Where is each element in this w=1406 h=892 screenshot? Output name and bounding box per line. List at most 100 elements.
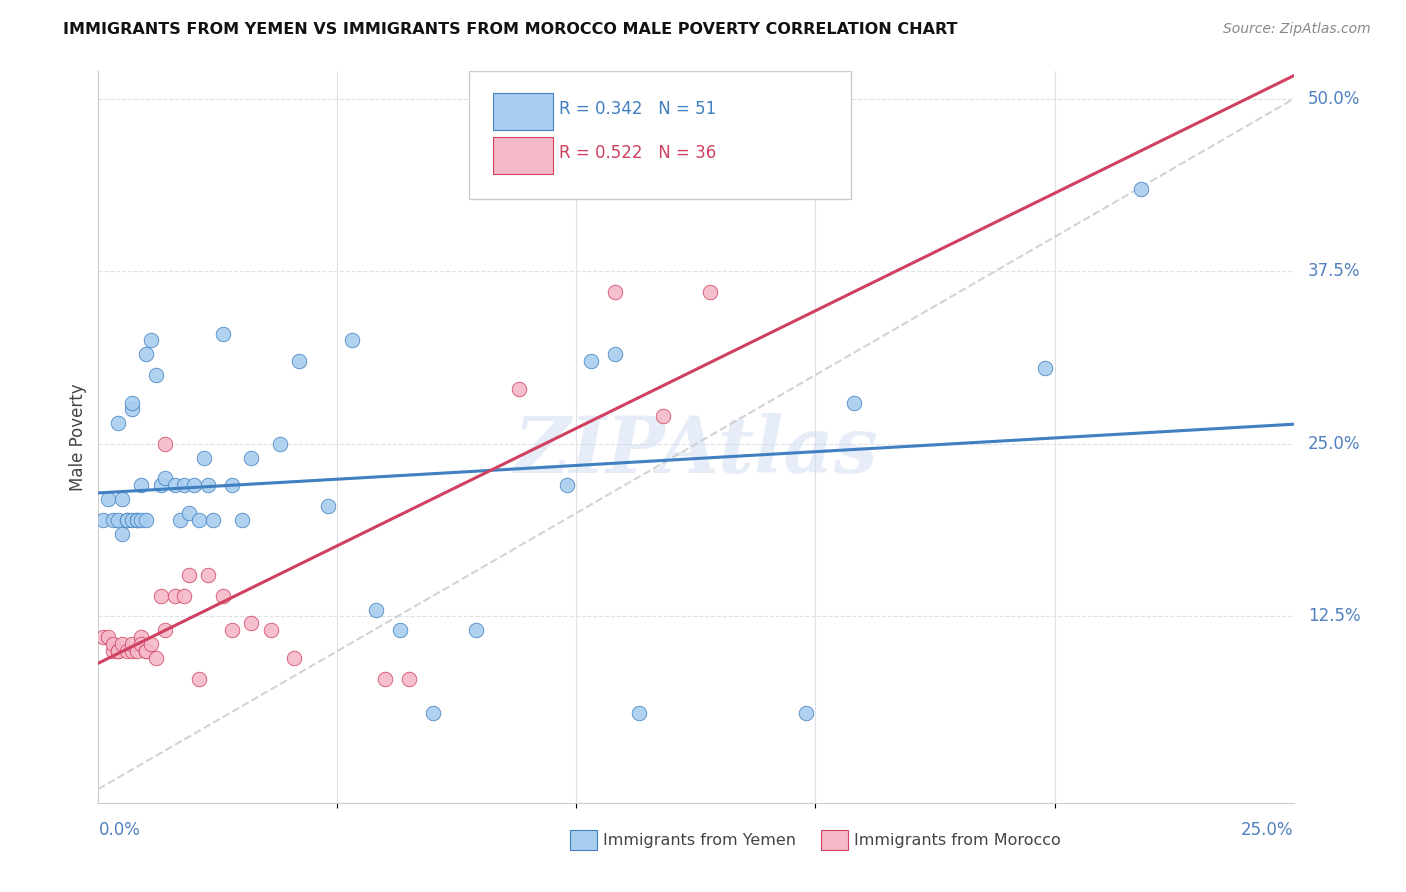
Point (183, 478, 205, 492)
Text: 37.5%: 37.5% (1308, 262, 1361, 280)
Y-axis label: Male Poverty: Male Poverty (69, 384, 87, 491)
Point (283, 651, 305, 665)
Point (508, 382, 530, 396)
Point (121, 637, 143, 651)
Text: R = 0.342   N = 51: R = 0.342 N = 51 (558, 101, 716, 119)
Text: 0.0%: 0.0% (98, 821, 141, 839)
Point (211, 589, 233, 603)
FancyBboxPatch shape (494, 137, 553, 174)
Point (374, 672, 396, 686)
Point (388, 624, 411, 638)
Point (121, 513, 143, 527)
Text: Immigrants from Morocco: Immigrants from Morocco (853, 833, 1060, 848)
Point (651, 409, 673, 424)
Point (115, 513, 138, 527)
Point (139, 637, 162, 651)
Point (107, 513, 129, 527)
Point (699, 285, 721, 300)
Point (288, 354, 311, 368)
Point (115, 644, 138, 658)
Point (97, 492, 120, 507)
Point (1033, 361, 1056, 376)
Point (91, 630, 114, 644)
Point (135, 644, 157, 658)
Text: ZIPAtlas: ZIPAtlas (513, 414, 879, 490)
Point (173, 589, 195, 603)
Point (121, 395, 143, 409)
Text: 12.5%: 12.5% (1308, 607, 1361, 625)
Point (91, 513, 114, 527)
Point (211, 326, 233, 341)
Point (240, 450, 263, 465)
Point (131, 513, 153, 527)
Point (155, 624, 177, 638)
Bar (821, 830, 848, 850)
Point (107, 417, 129, 431)
Point (101, 637, 124, 651)
Point (135, 513, 157, 527)
Text: Source: ZipAtlas.com: Source: ZipAtlas.com (1223, 22, 1371, 37)
Point (842, 395, 865, 409)
Point (101, 644, 124, 658)
Point (422, 706, 444, 720)
Point (125, 513, 148, 527)
FancyBboxPatch shape (494, 94, 553, 130)
Point (364, 602, 387, 616)
Point (603, 347, 626, 361)
Point (221, 478, 243, 492)
Text: Immigrants from Yemen: Immigrants from Yemen (603, 833, 796, 848)
Point (240, 616, 263, 631)
Point (169, 513, 191, 527)
Point (465, 624, 488, 638)
Point (97, 630, 120, 644)
Point (1129, 182, 1152, 196)
Point (131, 630, 153, 644)
Point (398, 672, 420, 686)
Point (135, 644, 157, 658)
Point (163, 589, 186, 603)
Point (145, 651, 167, 665)
Point (131, 637, 153, 651)
Point (107, 644, 129, 658)
Point (316, 499, 339, 513)
Point (149, 478, 172, 492)
Point (107, 644, 129, 658)
Point (197, 568, 219, 582)
Point (101, 513, 124, 527)
Point (179, 568, 201, 582)
Bar (571, 830, 596, 850)
Point (121, 644, 143, 658)
Text: IMMIGRANTS FROM YEMEN VS IMMIGRANTS FROM MOROCCO MALE POVERTY CORRELATION CHART: IMMIGRANTS FROM YEMEN VS IMMIGRANTS FROM… (63, 22, 957, 37)
Point (193, 450, 215, 465)
Point (139, 334, 162, 348)
Point (603, 285, 626, 300)
Point (555, 478, 578, 492)
Point (197, 478, 219, 492)
Point (115, 513, 138, 527)
Point (579, 354, 602, 368)
Point (221, 624, 243, 638)
Point (187, 513, 209, 527)
Point (269, 437, 291, 451)
Point (187, 672, 209, 686)
Point (340, 334, 363, 348)
Point (173, 478, 195, 492)
Point (135, 347, 157, 361)
Point (111, 637, 134, 651)
Point (259, 624, 281, 638)
Text: 50.0%: 50.0% (1308, 90, 1360, 108)
Point (125, 644, 148, 658)
Point (794, 706, 817, 720)
Point (179, 506, 201, 520)
Point (155, 437, 177, 451)
Point (121, 402, 143, 417)
Point (163, 478, 186, 492)
Text: R = 0.522   N = 36: R = 0.522 N = 36 (558, 145, 716, 162)
Point (145, 368, 167, 382)
Point (155, 471, 177, 485)
Text: 25.0%: 25.0% (1308, 435, 1361, 453)
Point (627, 706, 650, 720)
Text: 25.0%: 25.0% (1241, 821, 1294, 839)
Point (202, 513, 225, 527)
Point (149, 589, 172, 603)
